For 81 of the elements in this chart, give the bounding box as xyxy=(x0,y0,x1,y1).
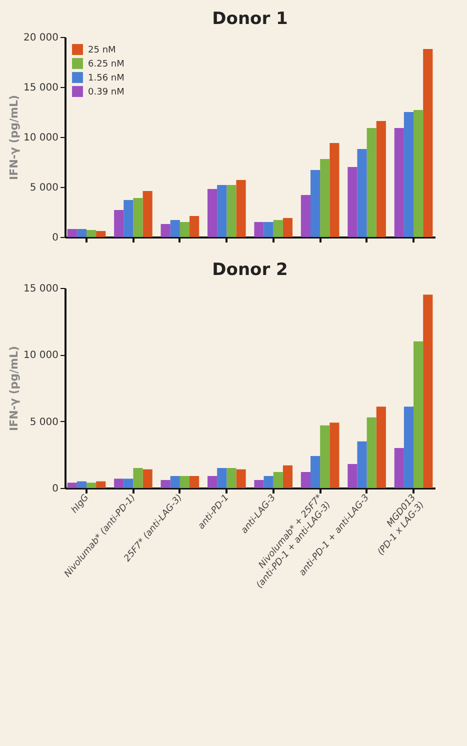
bar xyxy=(394,128,404,237)
bar xyxy=(190,216,200,237)
y-tick-label: 5 000 xyxy=(30,182,58,194)
bar xyxy=(310,170,320,237)
bar xyxy=(300,472,310,488)
bar xyxy=(330,143,340,237)
chart-title: Donor 1 xyxy=(212,9,288,29)
bar xyxy=(264,222,274,237)
bar xyxy=(273,220,283,237)
y-tick-label: 10 000 xyxy=(24,132,58,144)
bar xyxy=(423,294,433,488)
y-tick-label: 5 000 xyxy=(30,416,58,428)
y-tick-label: 15 000 xyxy=(24,284,58,294)
bar xyxy=(404,112,414,237)
bar xyxy=(357,149,367,237)
y-tick-label: 0 xyxy=(52,232,58,244)
bar xyxy=(310,456,320,488)
bar xyxy=(67,482,77,488)
bar xyxy=(320,159,330,237)
legend-label: 6.25 nM xyxy=(88,60,124,70)
bar xyxy=(133,198,143,237)
bar xyxy=(264,476,274,488)
bar xyxy=(170,476,180,488)
y-tick-label: 15 000 xyxy=(24,82,58,94)
bar xyxy=(142,191,152,237)
bar xyxy=(114,210,124,237)
bar xyxy=(114,478,124,488)
bar xyxy=(348,167,358,237)
bar xyxy=(330,422,340,488)
bar xyxy=(180,476,190,488)
bar xyxy=(320,425,330,488)
chart-title: Donor 2 xyxy=(212,260,288,280)
bar xyxy=(124,200,134,237)
bar xyxy=(170,220,180,237)
bar xyxy=(133,468,143,488)
bar xyxy=(226,468,236,488)
bar xyxy=(404,406,414,488)
bar xyxy=(124,478,134,488)
bar xyxy=(160,224,170,237)
bar xyxy=(414,110,424,237)
bar xyxy=(273,472,283,488)
bar xyxy=(423,49,433,237)
legend-label: 1.56 nM xyxy=(88,74,124,84)
bar xyxy=(282,465,293,488)
bar xyxy=(142,469,152,488)
bar xyxy=(414,341,424,488)
bar xyxy=(366,128,376,237)
bar xyxy=(86,482,96,488)
bar xyxy=(96,481,106,488)
bar xyxy=(207,476,218,488)
legend-label: 25 nM xyxy=(88,46,116,56)
bar xyxy=(67,229,77,237)
bar xyxy=(376,406,386,488)
bar xyxy=(357,441,367,488)
bar xyxy=(217,185,227,237)
y-axis-title: IFN-γ (pg/mL) xyxy=(8,346,21,431)
bar xyxy=(376,121,386,237)
legend-label: 0.39 nM xyxy=(88,88,124,98)
y-axis-title: IFN-γ (pg/mL) xyxy=(8,95,21,180)
bar xyxy=(96,231,106,237)
bar xyxy=(160,480,170,488)
bar xyxy=(76,481,86,488)
bar xyxy=(394,448,404,488)
bar xyxy=(348,464,358,488)
y-tick-label: 10 000 xyxy=(24,350,58,362)
bar xyxy=(300,195,310,237)
bar xyxy=(254,222,264,237)
bar xyxy=(254,480,264,488)
bar xyxy=(86,230,96,237)
bar xyxy=(236,180,246,237)
bar xyxy=(282,218,293,237)
bar xyxy=(207,189,218,237)
bar xyxy=(217,468,227,488)
bar xyxy=(226,185,236,237)
bar xyxy=(236,469,246,488)
y-tick-label: 0 xyxy=(52,484,58,494)
bar xyxy=(76,229,86,237)
bar xyxy=(190,476,200,488)
bar xyxy=(180,222,190,237)
y-tick-label: 20 000 xyxy=(24,32,58,44)
bar xyxy=(366,417,376,488)
